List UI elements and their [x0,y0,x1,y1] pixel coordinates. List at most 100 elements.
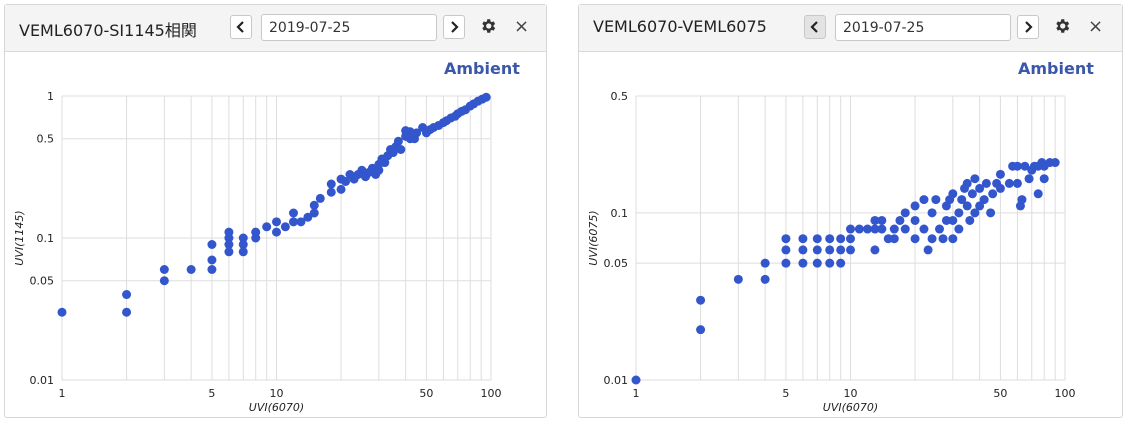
prev-date-button[interactable] [230,15,252,39]
next-date-button[interactable] [1017,15,1039,39]
gear-icon[interactable] [1053,17,1071,35]
x-tick-label: 5 [208,387,215,400]
chevron-right-icon [451,21,459,33]
scatter-chart-1: 1 5 10 50 100 0.01 0.05 0.1 0.5 1 UVI(6070) UVI(114… [13,90,502,414]
data-point [696,295,706,305]
data-point [910,215,920,225]
y-tick-label: 0.05 [30,275,55,288]
data-point [280,222,290,232]
data-point [995,169,1005,179]
chevron-right-icon [1025,21,1033,33]
y-tick-label: 0.5 [37,133,55,146]
data-point [948,215,958,225]
data-point [862,224,872,234]
data-point [396,144,406,154]
x-tick-label: 1 [59,387,66,400]
data-point [1004,178,1014,188]
panel-title: VEML6070-VEML6075 [593,17,767,36]
data-point [272,217,281,227]
x-tick-label: 50 [419,387,433,400]
data-point [895,215,905,225]
data-point [825,258,835,268]
data-point [272,227,281,237]
data-point [122,307,132,317]
data-point [836,234,846,244]
data-point [798,258,808,268]
panel-header: VEML6070-VEML6075 × [579,5,1122,52]
data-point [326,179,336,189]
data-point [326,187,336,197]
data-point [1024,174,1034,184]
data-point [900,208,910,218]
data-point [962,178,972,188]
gear-icon[interactable] [479,17,497,35]
panel-title: VEML6070-SI1145相関 [19,21,197,40]
data-point [995,183,1005,193]
data-point [393,136,403,146]
y-tick-label: 0.1 [611,207,629,220]
x-tick-label: 1 [633,387,640,400]
data-point [846,234,855,244]
data-point [781,234,791,244]
date-input[interactable] [261,14,437,41]
chevron-left-icon [236,21,244,33]
ambient-logo: Ambient [1018,59,1094,78]
close-button[interactable]: × [1088,16,1104,37]
y-tick-label: 0.01 [30,374,55,387]
x-tick-label: 10 [270,387,284,400]
data-point [889,224,899,234]
data-point [781,258,791,268]
next-date-button[interactable] [443,15,465,39]
data-point [760,274,770,284]
close-button[interactable]: × [514,16,530,37]
data-point [309,200,319,210]
data-point [846,245,855,255]
data-point [288,208,298,218]
data-point [122,290,132,300]
data-point [207,265,217,275]
data-point [836,258,846,268]
data-point [975,183,985,193]
data-point [238,247,248,257]
data-point [877,215,887,225]
data-point [986,208,996,218]
data-point [954,224,964,234]
data-point [238,239,248,249]
data-point [935,224,945,234]
date-input[interactable] [835,14,1011,41]
data-point [733,274,743,284]
scatter-chart-2: 1 5 10 50 100 0.01 0.05 0.1 0.5 UVI(6070) UVI(6075… [587,90,1076,414]
data-point [631,375,641,385]
data-point [224,227,234,237]
x-axis-label: UVI(6070) [249,401,304,414]
data-point [1050,158,1060,168]
data-point [309,208,319,218]
data-point [159,265,169,275]
data-point [224,239,234,249]
data-point [846,224,855,234]
y-tick-label: 1 [47,90,54,103]
data-point [825,245,835,255]
data-point [965,215,975,225]
data-point [812,245,822,255]
prev-date-button[interactable] [804,15,826,39]
data-point [919,195,929,205]
data-point [836,245,846,255]
data-point [923,245,933,255]
data-point [1012,178,1022,188]
data-point [760,258,770,268]
data-point [251,227,261,237]
data-point [910,201,920,211]
x-tick-label: 50 [993,387,1007,400]
data-point [870,245,880,255]
data-point [1017,195,1027,205]
data-point [910,234,920,244]
data-point [889,234,899,244]
data-point [380,158,390,168]
data-point [481,92,491,102]
data-point [341,176,351,186]
data-point [57,307,67,317]
data-point [159,276,169,286]
data-point [1012,161,1022,171]
data-point [825,234,835,244]
